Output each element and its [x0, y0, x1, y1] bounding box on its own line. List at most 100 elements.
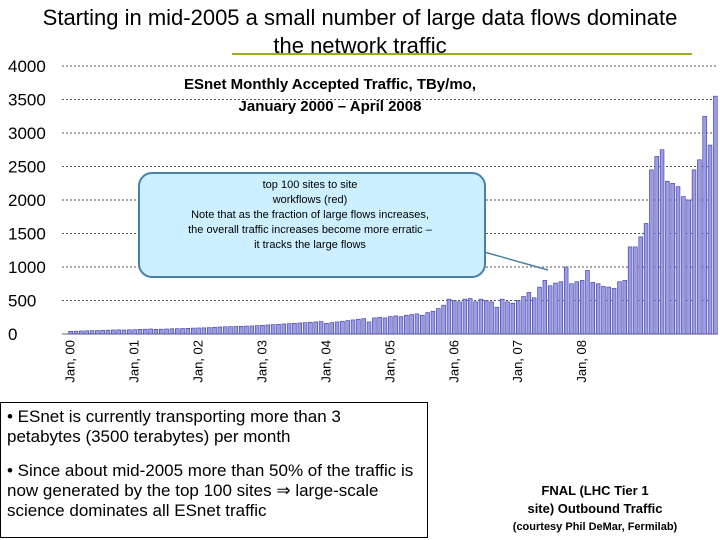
bar-total [212, 326, 217, 335]
bar-total [249, 325, 255, 335]
bar-total [515, 300, 521, 335]
bar-total [254, 325, 260, 335]
bar-total [127, 329, 132, 335]
bar-total [308, 321, 313, 335]
bar-total [622, 280, 627, 335]
callout-line: it tracks the large flows [254, 239, 366, 251]
bar-total [494, 306, 500, 335]
bar-total [654, 156, 659, 335]
bar-total [441, 304, 446, 335]
bar-total [377, 316, 382, 335]
bar-total [388, 316, 393, 335]
bar-total [691, 169, 697, 335]
bar-total [398, 316, 404, 335]
bar-total [675, 186, 681, 335]
bar-total [627, 246, 633, 335]
bar-total [446, 298, 452, 335]
bar-total [478, 298, 484, 335]
bar-total [89, 330, 95, 335]
bar-total [430, 310, 436, 335]
x-tick-label: Jan, 01 [127, 340, 142, 383]
bar-total [270, 324, 276, 335]
bar-total [697, 159, 702, 335]
x-tick-label: Jan, 00 [63, 340, 78, 383]
bar-total [702, 115, 707, 335]
callout-line: workflows (red) [272, 194, 348, 206]
bar-total [425, 312, 430, 335]
bar-total [409, 314, 414, 335]
bar-total [372, 317, 377, 335]
bar-total [649, 169, 654, 335]
bullet-item: • ESnet is currently transporting more t… [7, 407, 341, 446]
bar-total [579, 280, 585, 335]
bar-total [153, 329, 159, 335]
bar-total [169, 328, 175, 335]
bar-total [382, 317, 388, 335]
bar-total [643, 223, 649, 335]
bar-total [276, 323, 281, 335]
y-tick-label: 2000 [8, 191, 46, 210]
bar-layer [68, 95, 718, 335]
bar-total [324, 322, 329, 335]
callout-line: Note that as the fraction of large flows… [191, 209, 429, 221]
bar-total [159, 328, 164, 335]
bar-total [201, 327, 207, 335]
bar-total [175, 328, 180, 335]
bar-total [105, 329, 111, 335]
y-tick-label: 500 [8, 292, 36, 311]
fnal-caption-line: site) Outbound Traffic [527, 501, 663, 516]
y-tick-label: 4000 [8, 57, 46, 76]
bar-total [148, 328, 153, 335]
bar-total [334, 321, 340, 335]
bar-total [238, 325, 244, 335]
bar-total [361, 318, 366, 335]
x-tick-labels: Jan, 00 Jan, 01 Jan, 02 Jan, 03 Jan, 04 Jan, … [63, 340, 589, 383]
bar-total [569, 283, 574, 335]
bar-total [414, 313, 420, 335]
chart-title: ESnet Monthly Accepted Traffic, TBy/mo, … [184, 76, 476, 115]
bar-total [633, 246, 638, 335]
bar-total [132, 329, 137, 335]
bar-total [531, 297, 537, 335]
bar-total [292, 322, 297, 335]
bar-total [500, 298, 505, 335]
x-tick-label: Jan, 02 [191, 340, 206, 383]
bar-total [558, 281, 564, 335]
bar-total [244, 325, 249, 335]
bar-total [553, 282, 558, 335]
x-tick-label: Jan, 04 [318, 340, 333, 383]
x-tick-label: Jan, 03 [254, 340, 269, 383]
bar-total [350, 319, 356, 335]
bar-total [286, 323, 292, 335]
bar-total [340, 320, 345, 335]
bar-total [659, 149, 665, 335]
fnal-credit: (courtesy Phil DeMar, Fermilab) [512, 521, 678, 533]
bar-total [345, 320, 350, 335]
x-tick-label: Jan, 06 [446, 340, 461, 383]
bar-total [473, 301, 478, 335]
bar-total [611, 288, 617, 335]
bar-total [260, 324, 265, 335]
bar-total [510, 302, 516, 335]
y-tick-label: 1000 [8, 258, 46, 277]
bar-total [595, 283, 601, 335]
bar-total [100, 330, 105, 335]
bar-total [457, 301, 462, 335]
bar-total [111, 329, 116, 335]
bar-total [547, 285, 553, 335]
bar-total [79, 330, 84, 335]
bar-total [233, 326, 239, 335]
bar-total [318, 321, 324, 335]
bar-total [638, 236, 643, 335]
bar-total [302, 322, 308, 335]
bar-total [601, 286, 606, 335]
bar-total [606, 286, 611, 335]
y-tick-label: 3000 [8, 124, 46, 143]
bar-total [462, 298, 468, 335]
bar-total [713, 95, 718, 335]
bar-total [489, 301, 494, 335]
bar-total [707, 144, 713, 335]
bar-total [185, 328, 191, 335]
bar-total [686, 199, 691, 335]
bar-total [436, 308, 441, 335]
